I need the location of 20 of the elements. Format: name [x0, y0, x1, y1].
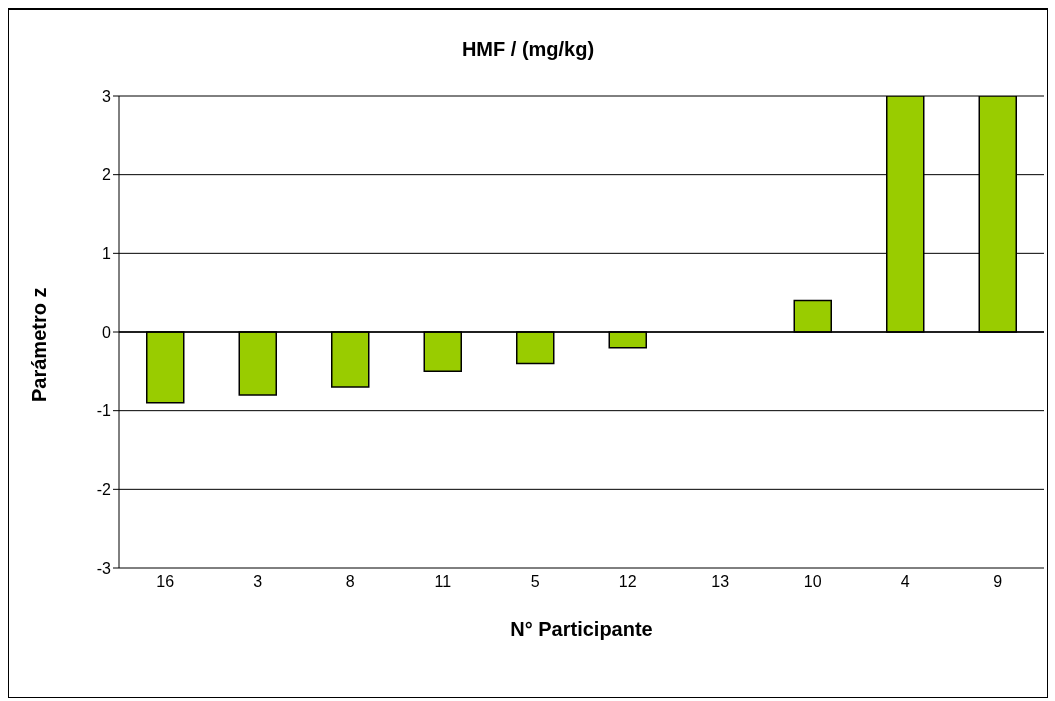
y-axis-title: Parámetro z	[28, 287, 51, 402]
x-tick-label: 13	[711, 573, 730, 591]
x-tick-label: 3	[253, 573, 263, 591]
x-tick-label: 5	[530, 573, 540, 591]
y-tick-label: -2	[96, 481, 112, 499]
y-tick-label: 1	[102, 245, 112, 263]
y-tick-label: 3	[102, 87, 112, 105]
x-tick-label: 10	[803, 573, 822, 591]
x-tick-label: 4	[900, 573, 910, 591]
y-tick-label: -1	[96, 402, 112, 420]
x-tick-label: 12	[618, 573, 637, 591]
chart-title: HMF / (mg/kg)	[460, 38, 596, 61]
y-tick-label: 2	[102, 166, 112, 184]
x-tick-label: 9	[993, 573, 1003, 591]
x-tick-label: 8	[345, 573, 355, 591]
x-tick-label: 16	[156, 573, 175, 591]
y-tick-label: -3	[96, 559, 112, 577]
x-tick-label: 11	[434, 573, 452, 591]
y-tick-label: 0	[102, 323, 112, 341]
x-axis-title: N° Participante	[510, 618, 653, 640]
